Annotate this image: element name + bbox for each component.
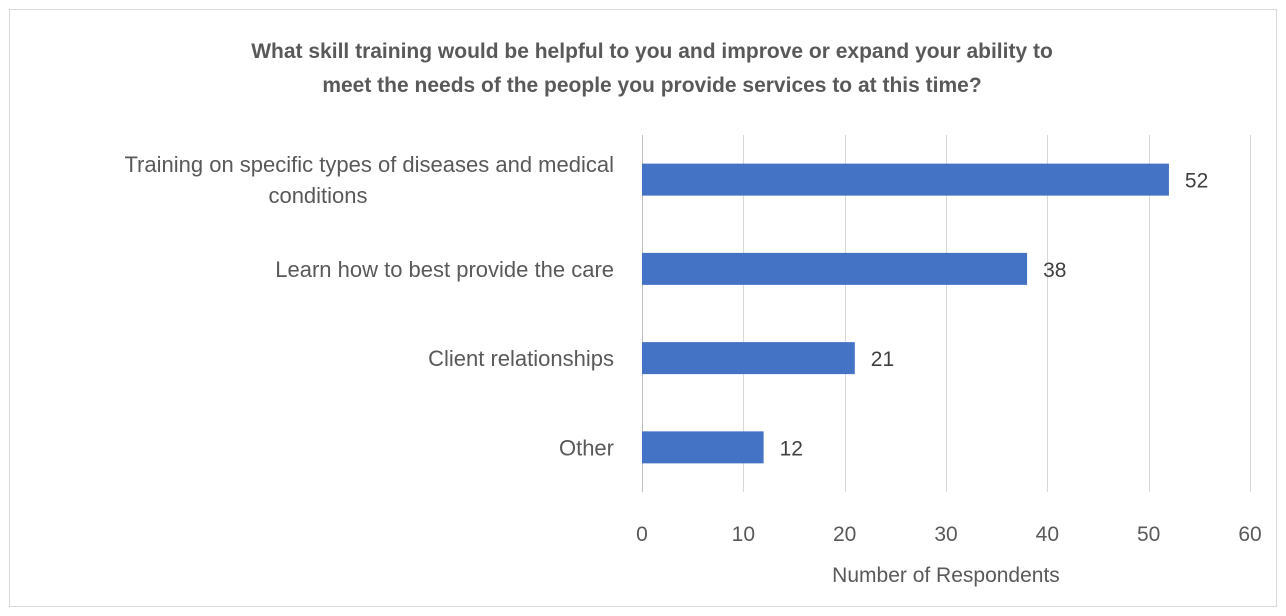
x-tick-label-30: 30 [934,523,957,546]
bar-0 [642,163,1169,196]
x-tick-labels: 0 10 20 30 40 50 60 [636,523,1262,546]
data-label-0: 52 [1185,170,1208,193]
data-label-2: 21 [871,348,894,371]
x-tick-label-40: 40 [1036,523,1059,546]
category-labels: Training on specific types of diseases a… [124,152,614,460]
chart-title-line-1: What skill training would be helpful to … [251,40,1053,63]
data-label-1: 38 [1043,259,1066,282]
category-label-3-line-0: Other [559,435,614,460]
bars [642,163,1169,464]
x-tick-label-60: 60 [1238,523,1261,546]
x-tick-label-0: 0 [636,523,648,546]
bar-3 [642,431,764,464]
category-label-2-line-0: Client relationships [428,346,614,371]
x-tick-label-10: 10 [732,523,755,546]
category-label-0-line-1: conditions [268,183,367,208]
x-axis-title: Number of Respondents [832,564,1060,587]
x-tick-label-20: 20 [833,523,856,546]
data-labels: 52 38 21 12 [780,170,1209,461]
bar-1 [642,252,1028,285]
category-label-0-line-0: Training on specific types of diseases a… [124,152,614,177]
chart-title: What skill training would be helpful to … [251,40,1053,97]
x-tick-label-50: 50 [1137,523,1160,546]
category-label-1-line-0: Learn how to best provide the care [275,257,614,282]
data-label-3: 12 [780,437,803,460]
bar-2 [642,342,855,375]
chart-title-line-2: meet the needs of the people you provide… [322,74,981,97]
